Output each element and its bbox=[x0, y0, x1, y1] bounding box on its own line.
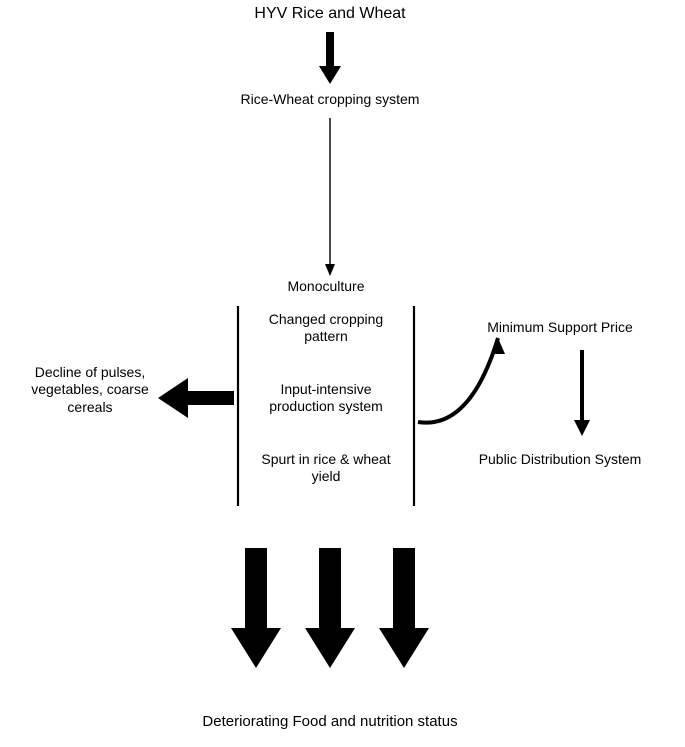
arrow-b3 bbox=[379, 548, 429, 668]
diagram-svg bbox=[0, 0, 685, 747]
arrow-msp-down bbox=[574, 350, 590, 436]
arrow-left bbox=[158, 378, 234, 418]
arrow-b2 bbox=[305, 548, 355, 668]
arrow-curve bbox=[418, 338, 505, 423]
arrow-b1 bbox=[231, 548, 281, 668]
arrow-a2 bbox=[325, 118, 335, 276]
arrow-a1 bbox=[319, 32, 341, 84]
